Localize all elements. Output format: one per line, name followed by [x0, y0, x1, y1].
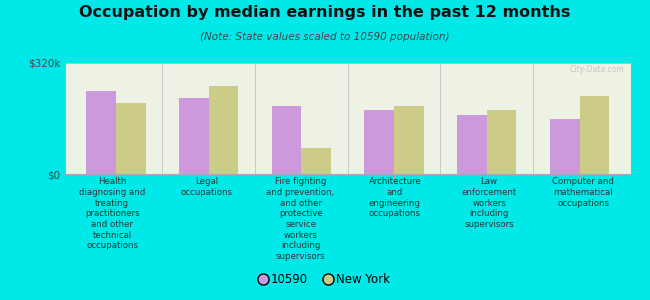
Text: Health
diagnosing and
treating
practitioners
and other
technical
occupations: Health diagnosing and treating practitio…: [79, 177, 145, 250]
Bar: [365, 110, 394, 174]
Text: Legal
occupations: Legal occupations: [181, 177, 233, 197]
Bar: [580, 96, 609, 174]
Text: (Note: State values scaled to 10590 population): (Note: State values scaled to 10590 popu…: [200, 32, 450, 41]
Text: Architecture
and
engineering
occupations: Architecture and engineering occupations: [369, 177, 421, 218]
Legend: 10590, New York: 10590, New York: [255, 269, 395, 291]
Text: Computer and
mathematical
occupations: Computer and mathematical occupations: [552, 177, 614, 208]
Bar: [487, 110, 517, 174]
Bar: [209, 85, 239, 174]
Bar: [394, 106, 424, 174]
Bar: [179, 98, 209, 174]
Bar: [457, 115, 487, 174]
Bar: [550, 119, 580, 174]
Bar: [86, 91, 116, 174]
Bar: [302, 148, 331, 174]
Text: Fire fighting
and prevention,
and other
protective
service
workers
including
sup: Fire fighting and prevention, and other …: [266, 177, 335, 261]
Bar: [116, 103, 146, 174]
Bar: [272, 106, 302, 174]
Text: City-Data.com: City-Data.com: [570, 65, 625, 74]
Text: Law
enforcement
workers
including
supervisors: Law enforcement workers including superv…: [462, 177, 517, 229]
Text: Occupation by median earnings in the past 12 months: Occupation by median earnings in the pas…: [79, 4, 571, 20]
